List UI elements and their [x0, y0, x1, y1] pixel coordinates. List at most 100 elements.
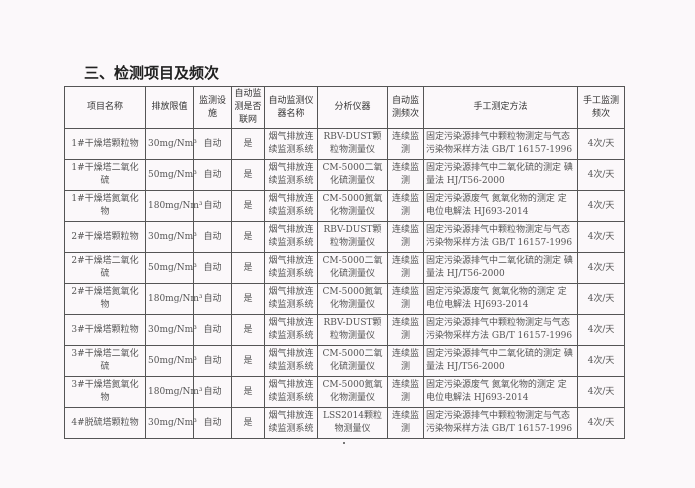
table-cell: 是	[231, 252, 265, 284]
table-cell: 固定污染源排气中颗粒物测定与气态污染物采样方法 GB/T 16157-1996	[423, 221, 578, 253]
table-row: 3#干燥塔二氧化硫 50mg/Nm³ 自动是烟气排放连续监测系统 CM-5000二氧化…	[64, 345, 625, 377]
table-cell: 50mg/Nm³	[145, 345, 197, 377]
table-row: 3#干燥塔氮氧化物 180mg/Nm³ 自动是烟气排放连续监测系统 CM-5000氮氧…	[64, 376, 625, 408]
table-cell: 固定污染源废气 氮氧化物的测定 定电位电解法 HJ693-2014	[423, 190, 578, 222]
table-row: 1#干燥塔二氧化硫 50mg/Nm³ 自动是烟气排放连续监测系统 CM-5000二氧化…	[64, 159, 625, 191]
table-cell: 1#干燥塔氮氧化物	[64, 190, 146, 222]
table-cell: 固定污染源排气中二氧化硫的测定 碘量法 HJ/T56-2000	[423, 159, 578, 191]
table-cell: 固定污染源排气中颗粒物测定与气态污染物采样方法 GB/T 16157-1996	[423, 128, 578, 160]
table-cell: 自动	[193, 128, 232, 160]
table-cell: 3#干燥塔氮氧化物	[64, 376, 146, 408]
table-cell: 连续监测	[387, 314, 424, 346]
column-header: 监测设施	[193, 86, 232, 129]
table-cell: 连续监测	[387, 252, 424, 284]
table-cell: 固定污染源废气 氮氧化物的测定 定电位电解法 HJ693-2014	[423, 283, 578, 315]
table-cell: 2#干燥塔颗粒物	[64, 221, 146, 253]
table-cell: 烟气排放连续监测系统	[264, 407, 318, 439]
table-cell: 30mg/Nm³	[145, 221, 197, 253]
table-cell: 4次/天	[577, 283, 625, 315]
column-header: 项目名称	[64, 86, 146, 129]
page-mark	[343, 442, 345, 444]
table-cell: 自动	[193, 252, 232, 284]
table-cell: 4次/天	[577, 345, 625, 377]
table-cell: 自动	[193, 407, 232, 439]
table-cell: 烟气排放连续监测系统	[264, 314, 318, 346]
table-cell: 2#干燥塔氮氧化物	[64, 283, 146, 315]
table-cell: 30mg/Nm³	[145, 128, 197, 160]
table-cell: 4#脱硫塔颗粒物	[64, 407, 146, 439]
table-cell: RBV-DUST颗粒物测量仪	[317, 314, 388, 346]
table-cell: 连续监测	[387, 376, 424, 408]
table-cell: 2#干燥塔二氧化硫	[64, 252, 146, 284]
table-cell: 连续监测	[387, 345, 424, 377]
column-header: 自动监测频次	[387, 86, 424, 129]
table-cell: 烟气排放连续监测系统	[264, 221, 318, 253]
table-cell: 固定污染源排气中颗粒物测定与气态污染物采样方法 GB/T 16157-1996	[423, 314, 578, 346]
table-cell: 连续监测	[387, 190, 424, 222]
table-cell: 连续监测	[387, 221, 424, 253]
column-header: 自动监测仪器名称	[264, 86, 318, 129]
section-title: 三、检测项目及频次	[84, 64, 220, 82]
table-cell: 180mg/Nm³	[145, 376, 203, 408]
table-cell: 是	[231, 221, 265, 253]
table-cell: RBV-DUST颗粒物测量仪	[317, 128, 388, 160]
table-cell: 是	[231, 345, 265, 377]
column-header: 分析仪器	[317, 86, 388, 129]
table-cell: 30mg/Nm³	[145, 314, 197, 346]
table-cell: LSS2014颗粒物测量仪	[317, 407, 388, 439]
table-cell: 是	[231, 314, 265, 346]
table-cell: RBV-DUST颗粒物测量仪	[317, 221, 388, 253]
table-cell: 是	[231, 283, 265, 315]
table-cell: 是	[231, 407, 265, 439]
table-cell: 自动	[193, 159, 232, 191]
table-cell: 烟气排放连续监测系统	[264, 190, 318, 222]
table-cell: 1#干燥塔颗粒物	[64, 128, 146, 160]
table-row: 3#干燥塔颗粒物 30mg/Nm³ 自动是烟气排放连续监测系统 RBV-DUST颗粒物…	[64, 314, 625, 346]
table-cell: 4次/天	[577, 376, 625, 408]
table-cell: 30mg/Nm³	[145, 407, 197, 439]
table-row: 2#干燥塔颗粒物 30mg/Nm³ 自动是烟气排放连续监测系统 RBV-DUST颗粒物…	[64, 221, 625, 253]
table-row: 1#干燥塔颗粒物 30mg/Nm³ 自动是烟气排放连续监测系统 RBV-DUST颗粒物…	[64, 128, 625, 160]
table-cell: CM-5000二氧化硫测量仪	[317, 159, 388, 191]
table-cell: 是	[231, 128, 265, 160]
table-cell: 是	[231, 159, 265, 191]
table-cell: 烟气排放连续监测系统	[264, 128, 318, 160]
table-cell: 自动	[193, 221, 232, 253]
table-cell: CM-5000二氧化硫测量仪	[317, 252, 388, 284]
monitoring-table: 项目名称 排放限值 监测设施 自动监测是否联网 自动监测仪器名称 分析仪器 自动监测频次 手工…	[64, 86, 625, 439]
table-row: 1#干燥塔氮氧化物 180mg/Nm³ 自动是烟气排放连续监测系统 CM-5000氮氧…	[64, 190, 625, 222]
table-cell: 连续监测	[387, 283, 424, 315]
table-cell: 1#干燥塔二氧化硫	[64, 159, 146, 191]
table-cell: 4次/天	[577, 407, 625, 439]
table-cell: 固定污染源废气 氮氧化物的测定 定电位电解法 HJ693-2014	[423, 376, 578, 408]
table-cell: 4次/天	[577, 190, 625, 222]
column-header: 手工监测频次	[577, 86, 625, 129]
table-cell: CM-5000氮氧化物测量仪	[317, 376, 388, 408]
table-cell: CM-5000氮氧化物测量仪	[317, 190, 388, 222]
table-cell: 4次/天	[577, 314, 625, 346]
table-row: 2#干燥塔二氧化硫 50mg/Nm³ 自动是烟气排放连续监测系统 CM-5000二氧化…	[64, 252, 625, 284]
table-cell: 连续监测	[387, 407, 424, 439]
column-header: 排放限值	[145, 86, 194, 129]
table-cell: 烟气排放连续监测系统	[264, 252, 318, 284]
table-cell: 烟气排放连续监测系统	[264, 159, 318, 191]
table-cell: CM-5000二氧化硫测量仪	[317, 345, 388, 377]
table-cell: 连续监测	[387, 128, 424, 160]
table-cell: 烟气排放连续监测系统	[264, 345, 318, 377]
table-cell: 180mg/Nm³	[145, 283, 203, 315]
table-cell: 180mg/Nm³	[145, 190, 203, 222]
table-cell: 50mg/Nm³	[145, 159, 197, 191]
table-cell: 固定污染源排气中二氧化硫的测定 碘量法 HJ/T56-2000	[423, 252, 578, 284]
table-cell: 3#干燥塔颗粒物	[64, 314, 146, 346]
table-cell: 连续监测	[387, 159, 424, 191]
table-cell: 自动	[193, 190, 232, 222]
table-cell: 4次/天	[577, 159, 625, 191]
column-header: 自动监测是否联网	[231, 86, 265, 129]
table-cell: 烟气排放连续监测系统	[264, 376, 318, 408]
header-row: 项目名称 排放限值 监测设施 自动监测是否联网 自动监测仪器名称 分析仪器 自动监测频次 手工…	[64, 86, 625, 129]
table-cell: 4次/天	[577, 221, 625, 253]
table-row: 2#干燥塔氮氧化物 180mg/Nm³ 自动是烟气排放连续监测系统 CM-5000氮氧…	[64, 283, 625, 315]
table-row: 4#脱硫塔颗粒物 30mg/Nm³ 自动是烟气排放连续监测系统 LSS2014颗粒物测…	[64, 407, 625, 439]
table-cell: 是	[231, 376, 265, 408]
table-cell: 固定污染源排气中颗粒物测定与气态污染物采样方法 GB/T 16157-1996	[423, 407, 578, 439]
